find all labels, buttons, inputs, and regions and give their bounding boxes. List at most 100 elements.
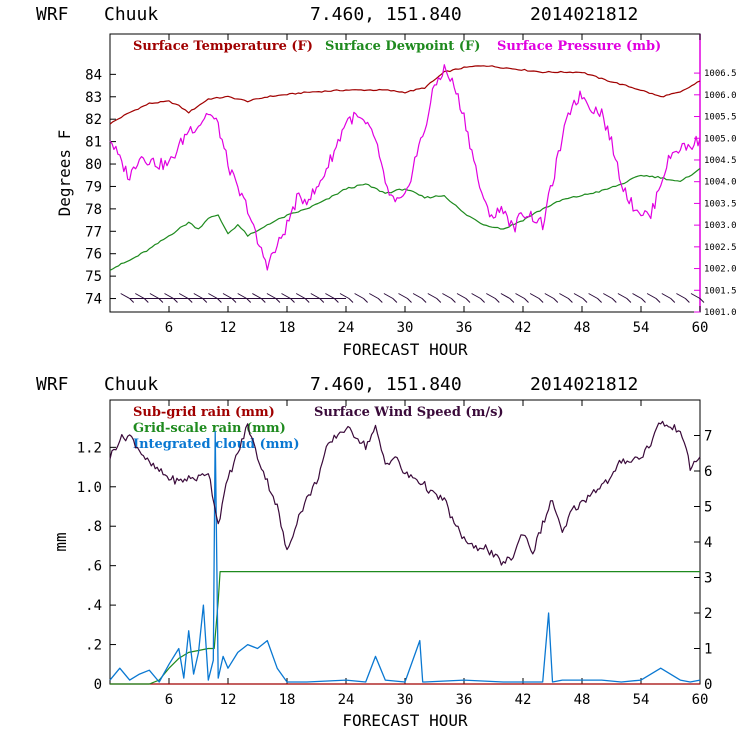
wind-barb: [573, 293, 588, 303]
wind-barb: [178, 293, 193, 303]
bottom-header-model: WRF: [36, 374, 69, 395]
x-tick-label: 24: [338, 320, 355, 336]
x-tick-label: 12: [220, 320, 237, 336]
bottom-y2-ticks: 0 1 2 3 4 5 6 7: [694, 429, 712, 693]
bottom-header-init: 2014021812: [530, 374, 638, 395]
top-plot-frame: [109, 33, 701, 313]
bottom-panel: WRF Chuuk 7.460, 151.840 2014021812 Sub-…: [36, 374, 712, 730]
wind-barb: [398, 293, 412, 303]
y-tick-label: .8: [85, 519, 102, 535]
x-tick-label: 42: [515, 320, 532, 336]
x-tick-label: 36: [456, 320, 473, 336]
wind-barb: [515, 293, 529, 303]
y2-tick-label: 7: [704, 429, 712, 445]
wind-barb: [252, 293, 266, 303]
bottom-y-axis-label: mm: [51, 532, 70, 551]
x-tick-label: 48: [574, 692, 591, 708]
x-tick-label: 54: [633, 320, 650, 336]
y-tick-label: 74: [85, 292, 102, 308]
wind-barb: [208, 293, 222, 303]
wind-barb: [383, 293, 398, 303]
y-tick-label: 83: [85, 90, 102, 106]
surface-temperature-f-line: [109, 65, 701, 125]
bottom-x-ticks: 6 12 18 24 30 36 42 48 54 60: [165, 400, 709, 708]
wind-barb: [632, 293, 646, 303]
wind-barb: [325, 293, 339, 303]
y2-tick-label: 1002.0: [704, 265, 737, 275]
y2-tick-label: 1006.5: [704, 69, 737, 79]
wind-barb: [486, 293, 500, 303]
wind-barb: [120, 293, 135, 303]
y2-tick-label: 1004.5: [704, 156, 737, 166]
y-tick-label: 79: [85, 179, 102, 195]
x-tick-label: 12: [220, 692, 237, 708]
surface-wind-speed-m-s-line: [109, 420, 701, 566]
x-tick-label: 48: [574, 320, 591, 336]
y-tick-label: 80: [85, 157, 102, 173]
x-tick-label: 18: [279, 320, 296, 336]
x-tick-label: 60: [692, 692, 709, 708]
top-series: [109, 64, 701, 271]
legend-integrated-cloud: Integrated cloud (mm): [133, 437, 299, 452]
wind-barb: [456, 293, 471, 303]
bottom-x-axis-label: FORECAST HOUR: [342, 711, 468, 730]
x-tick-label: 24: [338, 692, 355, 708]
wind-barb: [588, 293, 602, 303]
y-tick-label: 84: [85, 67, 102, 83]
legend-grid-scale-rain: Grid-scale rain (mm): [133, 421, 286, 436]
y-tick-label: .4: [85, 598, 102, 614]
x-tick-label: 18: [279, 692, 296, 708]
x-tick-label: 42: [515, 692, 532, 708]
legend-subgrid-rain: Sub-grid rain (mm): [133, 405, 275, 420]
wind-barb: [412, 293, 427, 303]
top-header-init: 2014021812: [530, 4, 638, 25]
x-tick-label: 60: [692, 320, 709, 336]
top-x-ticks: 6 12 18 24 30 36 42 48 54 60: [165, 34, 709, 336]
wind-barb: [427, 293, 442, 303]
y2-tick-label: 4: [704, 535, 712, 551]
legend-surface-wind-speed: Surface Wind Speed (m/s): [314, 405, 504, 420]
y-tick-label: 75: [85, 269, 102, 285]
wind-barb: [617, 293, 632, 303]
y2-tick-label: 1003.5: [704, 199, 737, 209]
x-tick-label: 6: [165, 692, 173, 708]
y-tick-label: 81: [85, 135, 102, 151]
y2-tick-label: 1005.0: [704, 134, 737, 144]
wind-barb: [310, 293, 325, 303]
wind-barb: [471, 293, 485, 303]
y2-tick-label: 1004.0: [704, 178, 737, 188]
wind-barb: [354, 293, 368, 303]
y2-tick-label: 0: [704, 677, 712, 693]
wind-barb: [193, 293, 208, 303]
top-panel: WRF Chuuk 7.460, 151.840 2014021812 Surf…: [36, 4, 737, 359]
wind-barb: [281, 293, 295, 303]
wind-barb: [369, 293, 383, 303]
top-header-coords: 7.460, 151.840: [310, 4, 462, 25]
x-tick-label: 54: [633, 692, 650, 708]
legend-surface-pressure: Surface Pressure (mb): [497, 39, 661, 54]
top-x-axis-label: FORECAST HOUR: [342, 340, 468, 359]
x-tick-label: 30: [397, 320, 414, 336]
y-tick-label: 0: [94, 677, 102, 693]
y-tick-label: 1.2: [77, 440, 102, 456]
wind-barb: [442, 293, 456, 303]
y-tick-label: .2: [85, 638, 102, 654]
bottom-header-coords: 7.460, 151.840: [310, 374, 462, 395]
integrated-cloud-mm-line: [109, 430, 701, 683]
wind-barb: [676, 293, 690, 303]
y2-tick-label: 1001.0: [704, 308, 737, 318]
wind-barbs: [120, 293, 705, 303]
y2-tick-label: 1: [704, 642, 712, 658]
wind-barb: [237, 293, 252, 303]
x-tick-label: 6: [165, 320, 173, 336]
y-tick-label: 76: [85, 247, 102, 263]
surface-pressure-mb-line: [109, 64, 701, 271]
wind-barb: [646, 293, 661, 303]
legend-surface-dewpoint: Surface Dewpoint (F): [325, 39, 480, 54]
x-tick-label: 30: [397, 692, 414, 708]
top-header-station: Chuuk: [104, 4, 158, 25]
wind-barb: [149, 293, 164, 303]
y-tick-label: .6: [85, 559, 102, 575]
bottom-y-ticks: 0 .2 .4 .6 .8 1.0 1.2: [77, 440, 116, 693]
